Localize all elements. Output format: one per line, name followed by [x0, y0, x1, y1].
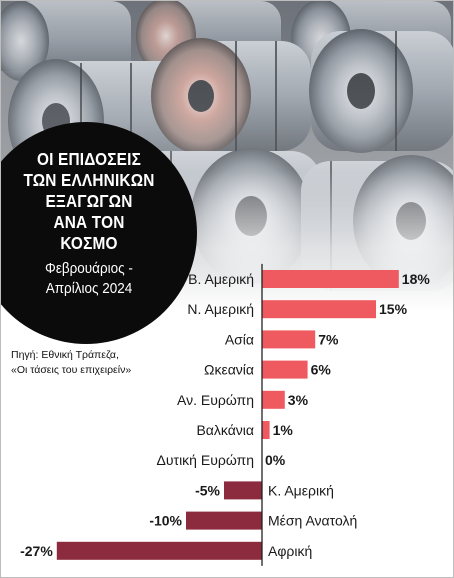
title-line-1: ΟΙ ΕΠΙΔΟΣΕΙΣ	[36, 149, 141, 169]
value-label-7: -5%	[195, 482, 220, 498]
title-line-3: ΕΞΑΓΩΓΩΝ	[45, 191, 133, 211]
value-label-1: 15%	[379, 301, 408, 317]
bar-8	[186, 511, 262, 530]
category-label-9: Αφρική	[268, 543, 312, 559]
value-label-6: 0%	[265, 452, 286, 468]
value-label-3: 6%	[311, 362, 332, 378]
value-label-2: 7%	[318, 331, 339, 347]
category-label-5: Βαλκάνια	[196, 422, 254, 438]
bar-9	[56, 541, 262, 560]
source-line-1: Πηγή: Εθνική Τράπεζα,	[11, 349, 119, 361]
bar-1	[262, 300, 376, 319]
value-label-8: -10%	[149, 513, 182, 529]
title-badge	[1, 122, 197, 344]
title-line-4: ΑΝΑ ΤΟΝ	[53, 212, 125, 232]
bar-2	[262, 330, 316, 349]
value-label-0: 18%	[402, 271, 431, 287]
value-label-5: 1%	[273, 422, 294, 438]
category-label-8: Μέση Ανατολή	[268, 513, 357, 529]
source-line-2: «Οι τάσεις του επιχειρείν»	[11, 364, 132, 376]
bar-7	[224, 481, 262, 500]
title-line-5: ΚΟΣΜΟ	[60, 233, 118, 253]
title-line-2: ΤΩΝ ΕΛΛΗΝΙΚΩΝ	[23, 170, 155, 190]
subtitle-line-1: Φεβρουάριος -	[45, 260, 133, 277]
labels-layer: Β. Αμερική 18% Ν. Αμερική 15% Ασία 7% Ωκεανία 6…	[20, 271, 430, 559]
bar-3	[262, 360, 308, 379]
value-label-9: -27%	[20, 543, 53, 559]
bars-layer	[56, 270, 399, 560]
category-label-7: Κ. Αμερική	[268, 482, 334, 498]
subtitle-line-2: Απρίλιος 2024	[45, 280, 133, 297]
category-label-6: Δυτική Ευρώπη	[157, 452, 254, 468]
bar-5	[262, 421, 270, 439]
category-label-1: Ν. Αμερική	[187, 301, 254, 317]
category-label-2: Ασία	[225, 331, 254, 347]
category-label-4: Αν. Ευρώπη	[177, 392, 254, 408]
bar-0	[262, 270, 399, 288]
value-label-4: 3%	[288, 392, 309, 408]
category-label-3: Ωκεανία	[204, 362, 254, 378]
bar-4	[262, 390, 285, 409]
category-label-0: Β. Αμερική	[188, 271, 254, 287]
